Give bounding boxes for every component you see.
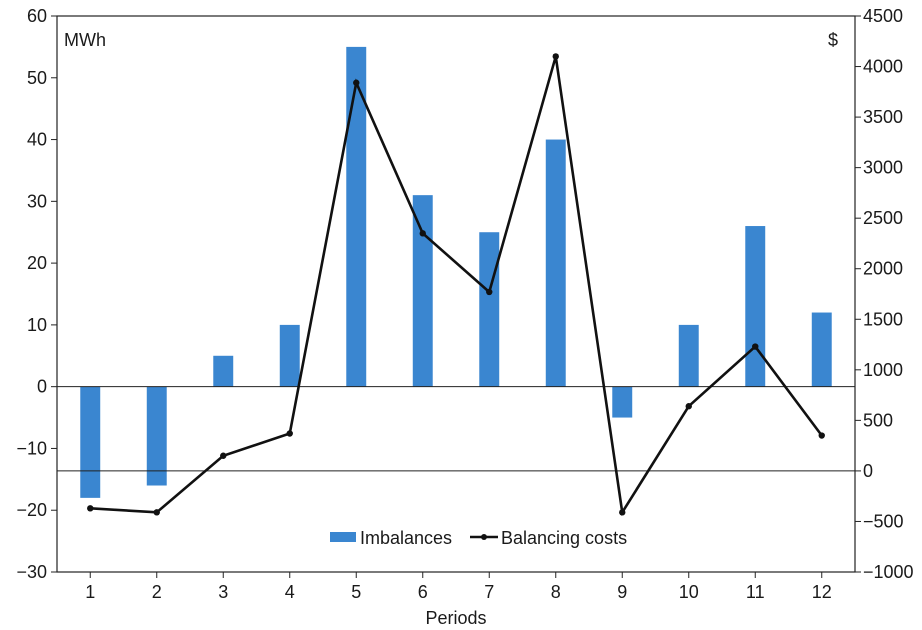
imbalance-bar	[146, 386, 167, 486]
balancing-costs-point	[220, 452, 227, 459]
x-axis-tick-label: 4	[285, 582, 295, 602]
left-axis-tick-label: 0	[37, 377, 47, 397]
x-axis-tick-label: 7	[484, 582, 494, 602]
imbalances-bars	[80, 46, 832, 498]
x-axis-tick-label: 12	[812, 582, 832, 602]
right-axis-tick-label: −1000	[863, 562, 914, 582]
right-axis-tick-label: 4500	[863, 6, 903, 26]
right-axis-tick-label: 1500	[863, 309, 903, 329]
x-axis-tick-label: 9	[617, 582, 627, 602]
right-axis-tick-label: 3000	[863, 158, 903, 178]
right-axis-tick-label: 3500	[863, 107, 903, 127]
x-axis-tick-label: 2	[152, 582, 162, 602]
imbalance-bar	[279, 324, 300, 387]
legend: Imbalances Balancing costs	[330, 528, 627, 548]
left-axis: 60 50 40 30 20 10 0 −10 −20 −30	[16, 6, 57, 582]
left-axis-tick-label: 10	[27, 315, 47, 335]
left-axis-tick-label: 60	[27, 6, 47, 26]
imbalance-bar	[811, 312, 832, 387]
balancing-costs-point	[552, 53, 559, 60]
x-axis-tick-label: 11	[746, 582, 765, 602]
balancing-costs-point	[619, 509, 626, 516]
x-axis-title: Periods	[425, 608, 486, 628]
imbalance-bar	[346, 46, 367, 387]
x-axis: 1 2 3 4 5 6 7 8 9 10 11 12	[85, 572, 832, 602]
balancing-costs-point	[87, 505, 94, 512]
x-axis-tick-label: 8	[551, 582, 561, 602]
left-axis-tick-label: −20	[16, 500, 47, 520]
imbalance-bar	[545, 139, 566, 387]
plot-frame	[56, 15, 856, 573]
legend-marker-balancing-costs	[481, 534, 487, 540]
right-axis-tick-label: 4000	[863, 57, 903, 77]
balancing-costs-point	[419, 230, 426, 237]
balancing-costs-line	[87, 53, 825, 517]
x-axis-tick-label: 1	[85, 582, 95, 602]
balancing-costs-point	[153, 509, 160, 516]
left-axis-tick-label: 20	[27, 253, 47, 273]
balancing-costs-path	[90, 56, 823, 517]
right-axis-tick-label: −500	[863, 511, 904, 531]
left-axis-tick-label: 40	[27, 130, 47, 150]
left-axis-unit: MWh	[64, 30, 106, 50]
balancing-costs-point	[752, 343, 759, 350]
imbalance-bar	[479, 232, 500, 387]
right-axis-tick-label: 1000	[863, 360, 903, 380]
x-axis-tick-label: 6	[418, 582, 428, 602]
right-axis-tick-label: 2500	[863, 208, 903, 228]
legend-label-balancing-costs: Balancing costs	[501, 528, 627, 548]
left-axis-tick-label: 30	[27, 191, 47, 211]
imbalance-bar	[213, 355, 234, 387]
imbalance-bar	[745, 226, 766, 387]
imbalance-bar	[612, 386, 633, 418]
balancing-costs-point	[685, 403, 692, 410]
x-axis-tick-label: 10	[679, 582, 699, 602]
imbalance-bar	[412, 195, 433, 387]
legend-label-imbalances: Imbalances	[360, 528, 452, 548]
left-axis-tick-label: −30	[16, 562, 47, 582]
balancing-costs-point	[286, 430, 293, 437]
right-axis-tick-label: 2000	[863, 259, 903, 279]
imbalance-bar	[80, 386, 101, 498]
right-axis-unit: $	[828, 30, 838, 50]
left-axis-tick-label: 50	[27, 68, 47, 88]
right-axis: 4500 4000 3500 3000 2500 2000 1500 1000 500 0 −500…	[855, 6, 914, 582]
x-axis-tick-label: 3	[218, 582, 228, 602]
left-axis-tick-label: −10	[16, 438, 47, 458]
right-axis-tick-label: 500	[863, 410, 893, 430]
x-axis-tick-label: 5	[351, 582, 361, 602]
balancing-costs-point	[486, 288, 493, 296]
legend-swatch-imbalances	[330, 532, 356, 542]
balancing-costs-point	[818, 432, 825, 439]
imbalance-bar	[678, 324, 699, 387]
balancing-costs-point	[353, 79, 360, 86]
right-axis-tick-label: 0	[863, 461, 873, 481]
